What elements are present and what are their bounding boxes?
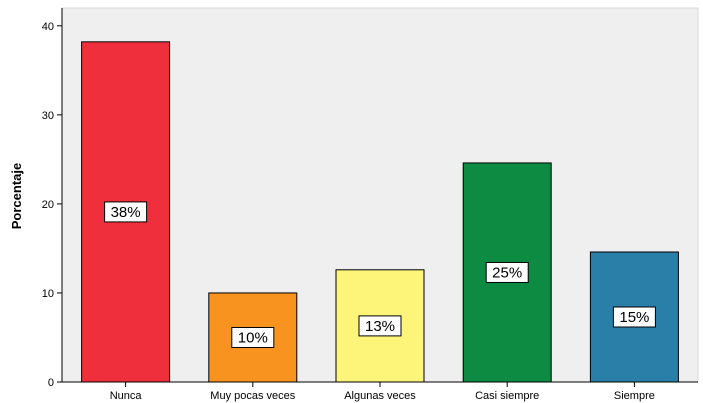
data-label: 38%: [111, 204, 141, 221]
y-tick-label: 0: [48, 377, 54, 389]
x-axis: Nunca Muy pocas veces Algunas veces Casi si…: [62, 381, 698, 402]
bars: [81, 41, 679, 383]
y-tick-label: 10: [42, 288, 54, 300]
y-tick-label: 30: [42, 110, 54, 122]
data-label-box: [104, 201, 148, 223]
x-tick-label: Nunca: [110, 390, 143, 402]
data-label-box: [612, 306, 656, 328]
x-tick-label: Siempre: [614, 390, 655, 402]
data-label: 13%: [365, 318, 395, 335]
data-label: 15%: [619, 309, 649, 326]
data-label: 10%: [238, 329, 268, 346]
data-label-box: [485, 261, 529, 283]
x-tick-label: Algunas veces: [344, 390, 416, 402]
data-labels: 38% 10% 13% 25% 15%: [104, 201, 656, 348]
y-axis-title: Porcentaje: [9, 163, 24, 229]
data-label-box: [231, 326, 275, 348]
y-tick-label: 20: [42, 199, 54, 211]
x-tick-label: Muy pocas veces: [210, 390, 295, 402]
data-label: 25%: [492, 264, 522, 281]
y-axis: 0 10 20 30 40: [42, 8, 63, 389]
y-tick-label: 40: [42, 21, 54, 33]
x-tick-label: Casi siempre: [475, 390, 539, 402]
data-label-box: [358, 315, 402, 337]
